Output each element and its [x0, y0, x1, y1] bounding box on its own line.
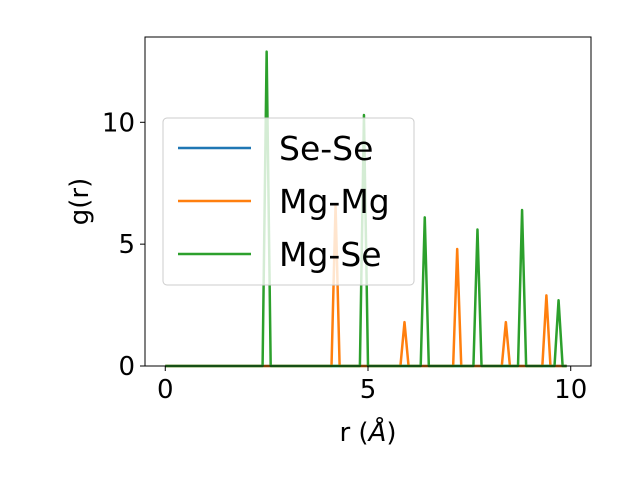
series-line-mg-mg	[165, 203, 567, 368]
y-tick-label: 5	[118, 230, 135, 260]
legend-box	[162, 117, 415, 286]
y-tick-label: 10	[102, 108, 135, 138]
y-tick-label: 0	[118, 352, 135, 382]
x-axis-label: r (Å)	[339, 416, 396, 448]
x-tick-label: 0	[157, 375, 174, 405]
x-tick-label: 10	[554, 375, 587, 405]
y-axis-ticks: 0 5 10	[102, 108, 145, 382]
legend: Se-Se Mg-Mg Mg-Se	[162, 117, 415, 286]
x-tick-label: 5	[360, 375, 377, 405]
legend-label-mg-mg: Mg-Mg	[279, 182, 390, 221]
legend-label-mg-se: Mg-Se	[279, 235, 382, 274]
y-axis-label: g(r)	[65, 178, 95, 225]
legend-label-se-se: Se-Se	[279, 129, 373, 168]
x-axis-ticks: 0 5 10	[157, 366, 587, 405]
